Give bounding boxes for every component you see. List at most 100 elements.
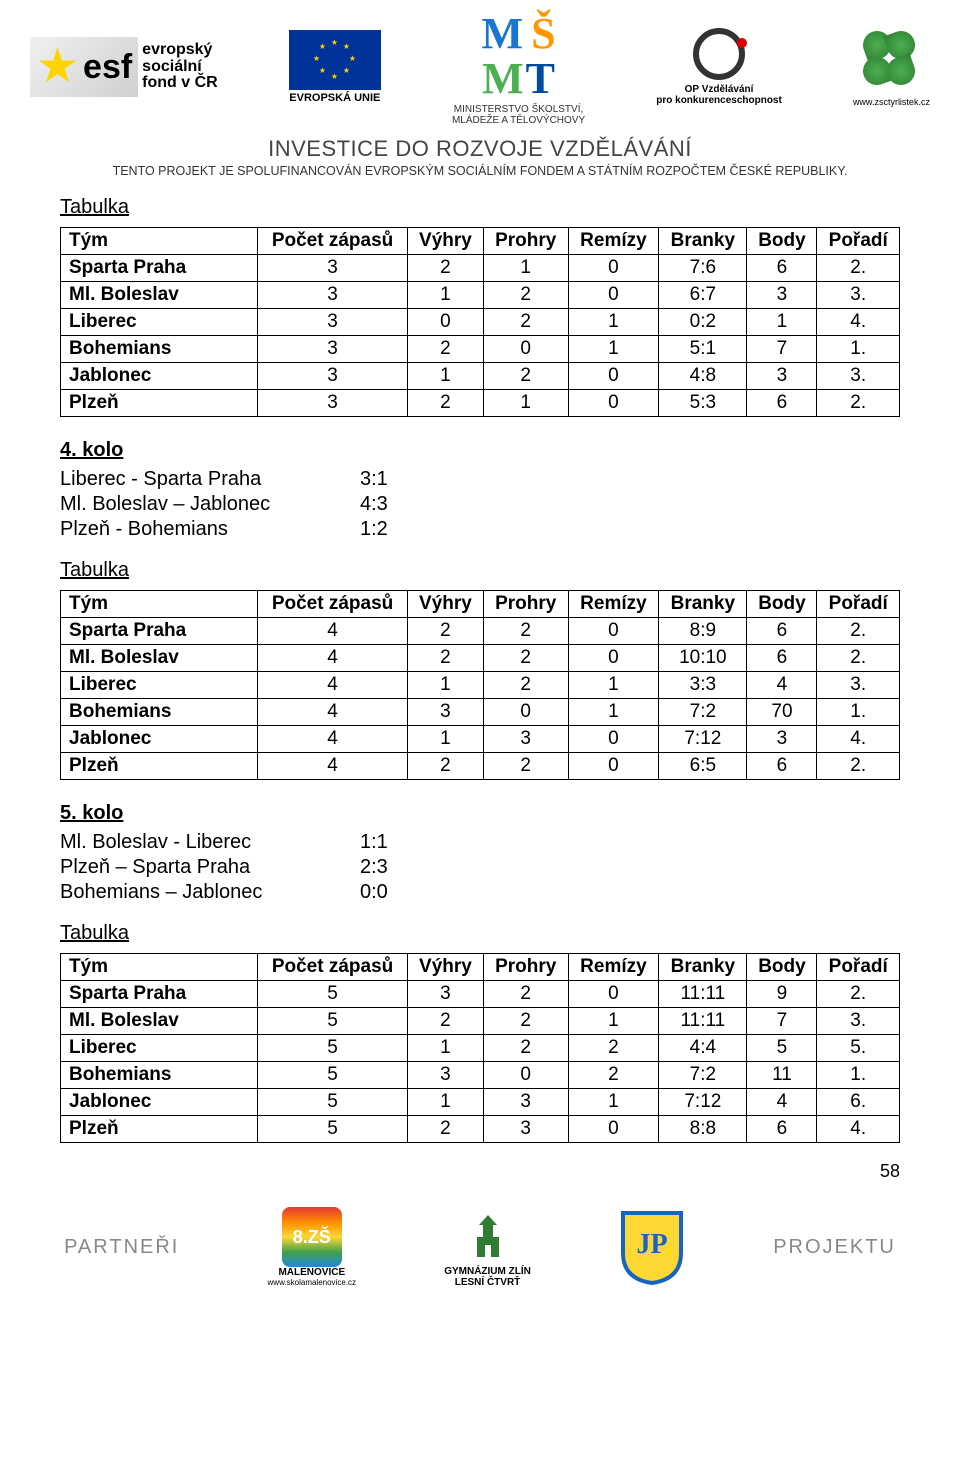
value-cell: 1 [483, 390, 568, 417]
column-header: Pořadí [817, 954, 900, 981]
shield-icon: JP [619, 1209, 685, 1285]
value-cell: 2 [568, 1035, 659, 1062]
value-cell: 3. [817, 1008, 900, 1035]
invest-headline: INVESTICE DO ROZVOJE VZDĚLÁVÁNÍ [0, 136, 960, 162]
value-cell: 0 [483, 336, 568, 363]
value-cell: 1 [483, 255, 568, 282]
value-cell: 4. [817, 1116, 900, 1143]
ms-line2: MLÁDEŽE A TĚLOVÝCHOVY [452, 115, 585, 126]
value-cell: 6 [747, 255, 817, 282]
value-cell: 1. [817, 336, 900, 363]
value-cell: 7:6 [659, 255, 747, 282]
standings-table-3: TýmPočet zápasůVýhryProhryRemízyBrankyBo… [60, 953, 900, 1143]
team-cell: Sparta Praha [61, 981, 258, 1008]
match-score: 4:3 [360, 493, 388, 515]
value-cell: 2. [817, 618, 900, 645]
value-cell: 5:1 [659, 336, 747, 363]
svg-text:JP: JP [636, 1229, 667, 1260]
value-cell: 2 [483, 1035, 568, 1062]
value-cell: 3 [258, 336, 408, 363]
header-logo-band: ★ esf evropský sociální fond v ČR ★ ★ ★ … [0, 0, 960, 130]
column-header: Prohry [483, 228, 568, 255]
table-header-row: TýmPočet zápasůVýhryProhryRemízyBrankyBo… [61, 954, 900, 981]
esf-line1: evropský [142, 42, 218, 59]
value-cell: 1. [817, 699, 900, 726]
value-cell: 6. [817, 1089, 900, 1116]
tabulka-heading-1: Tabulka [60, 196, 900, 219]
value-cell: 6 [747, 390, 817, 417]
value-cell: 2 [568, 1062, 659, 1089]
value-cell: 0 [568, 255, 659, 282]
team-cell: Bohemians [61, 699, 258, 726]
logo2-line2: LESNÍ ČTVRŤ [455, 1277, 521, 1288]
match-fixture: Plzeň - Bohemians [60, 518, 360, 541]
team-cell: Liberec [61, 309, 258, 336]
team-cell: Sparta Praha [61, 255, 258, 282]
op-logo: OP Vzdělávání pro konkurenceschopnost [656, 28, 782, 106]
value-cell: 3 [258, 282, 408, 309]
value-cell: 3 [483, 1089, 568, 1116]
value-cell: 1. [817, 1062, 900, 1089]
column-header: Tým [61, 591, 258, 618]
partner-logo-3: JP [619, 1209, 685, 1285]
value-cell: 2 [483, 363, 568, 390]
logo2-line1: GYMNÁZIUM ZLÍN [444, 1266, 531, 1277]
team-cell: Plzeň [61, 390, 258, 417]
value-cell: 4:8 [659, 363, 747, 390]
op-line1: OP Vzdělávání [656, 84, 782, 95]
table-header-row: TýmPočet zápasůVýhryProhryRemízyBrankyBo… [61, 228, 900, 255]
column-header: Branky [659, 954, 747, 981]
round-4-heading: 4. kolo [60, 439, 900, 462]
match-score: 1:1 [360, 831, 388, 853]
value-cell: 1 [408, 726, 484, 753]
value-cell: 4 [258, 699, 408, 726]
value-cell: 5 [258, 981, 408, 1008]
value-cell: 3 [747, 282, 817, 309]
match-result: Liberec - Sparta Praha3:1 [60, 468, 900, 491]
standings-table-1: TýmPočet zápasůVýhryProhryRemízyBrankyBo… [60, 227, 900, 417]
table-row: Liberec30210:214. [61, 309, 900, 336]
ring-icon [693, 28, 745, 80]
project-label: PROJEKTU [773, 1236, 896, 1259]
team-cell: Sparta Praha [61, 618, 258, 645]
zsc-url: www.zsctyrlistek.cz [853, 97, 930, 107]
column-header: Remízy [568, 591, 659, 618]
value-cell: 1 [568, 672, 659, 699]
value-cell: 4 [258, 726, 408, 753]
value-cell: 0 [483, 1062, 568, 1089]
gymnasium-icon [463, 1211, 513, 1261]
team-cell: Jablonec [61, 726, 258, 753]
value-cell: 4:4 [659, 1035, 747, 1062]
team-cell: Ml. Boleslav [61, 645, 258, 672]
column-header: Remízy [568, 228, 659, 255]
team-cell: Plzeň [61, 1116, 258, 1143]
match-score: 0:0 [360, 881, 388, 903]
value-cell: 0 [568, 645, 659, 672]
value-cell: 4 [258, 645, 408, 672]
eu-flag-icon: ★ ★ ★ ★ ★ ★ ★ ★ [289, 30, 381, 90]
value-cell: 2. [817, 645, 900, 672]
value-cell: 70 [747, 699, 817, 726]
table-row: Plzeň52308:864. [61, 1116, 900, 1143]
value-cell: 1 [568, 699, 659, 726]
document-content: Tabulka TýmPočet zápasůVýhryProhryRemízy… [0, 196, 960, 1143]
value-cell: 7:12 [659, 726, 747, 753]
value-cell: 2 [408, 336, 484, 363]
esf-line3: fond v ČR [142, 75, 218, 92]
footer-band: PARTNEŘI 8.ZŠ MALENOVICE www.skolamaleno… [0, 1182, 960, 1288]
value-cell: 0 [408, 309, 484, 336]
team-cell: Liberec [61, 672, 258, 699]
value-cell: 0 [483, 699, 568, 726]
green-school-logo: www.zsctyrlistek.cz [853, 27, 930, 107]
value-cell: 7 [747, 336, 817, 363]
value-cell: 4 [747, 672, 817, 699]
team-cell: Ml. Boleslav [61, 1008, 258, 1035]
value-cell: 10:10 [659, 645, 747, 672]
column-header: Počet zápasů [258, 228, 408, 255]
value-cell: 0 [568, 390, 659, 417]
column-header: Branky [659, 591, 747, 618]
team-cell: Plzeň [61, 753, 258, 780]
value-cell: 2 [483, 618, 568, 645]
team-cell: Jablonec [61, 1089, 258, 1116]
team-cell: Bohemians [61, 336, 258, 363]
